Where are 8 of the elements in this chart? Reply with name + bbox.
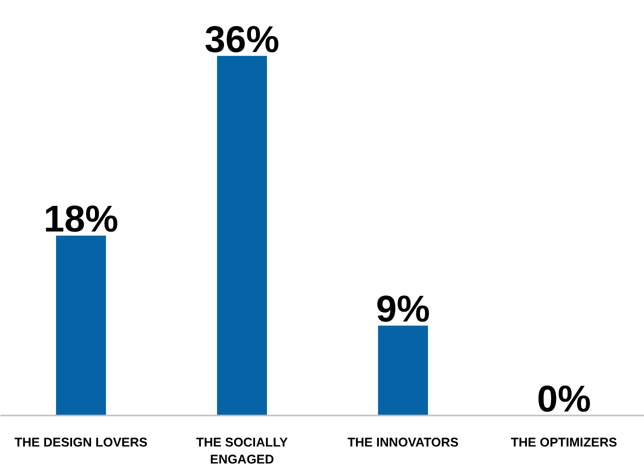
x-tick-label: THE INNOVATORS [347, 436, 459, 450]
x-tick-label: THE OPTIMIZERS [510, 436, 618, 450]
data-label: 36% [204, 18, 280, 60]
data-label: 9% [376, 288, 430, 330]
x-tick-label: THE DESIGN LOVERS [14, 436, 148, 450]
x-tick-label: THE SOCIALLY ENGAGED [196, 436, 288, 466]
data-label: 18% [44, 198, 118, 240]
data-label: 0% [537, 378, 591, 420]
